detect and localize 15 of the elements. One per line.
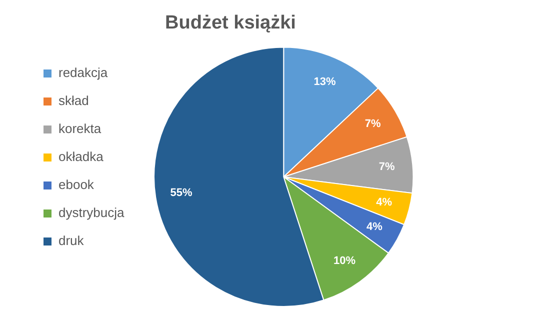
- chart-title: Budżet książki: [165, 12, 296, 34]
- legend-label: redakcja: [58, 65, 108, 80]
- data-label: 10%: [334, 254, 356, 267]
- legend-label: dystrybucja: [58, 205, 126, 220]
- data-label: 4%: [366, 220, 383, 233]
- data-label: 7%: [364, 118, 382, 130]
- data-label: 55%: [170, 187, 192, 200]
- legend-label: okładka: [58, 149, 104, 164]
- legend-label: druk: [58, 233, 84, 248]
- data-label: 13%: [314, 76, 336, 88]
- data-label: 4%: [376, 196, 392, 209]
- legend-label: skład: [58, 93, 89, 108]
- legend-label: ebook: [58, 177, 94, 192]
- data-label: 7%: [378, 161, 396, 174]
- legend-label: korekta: [58, 121, 102, 136]
